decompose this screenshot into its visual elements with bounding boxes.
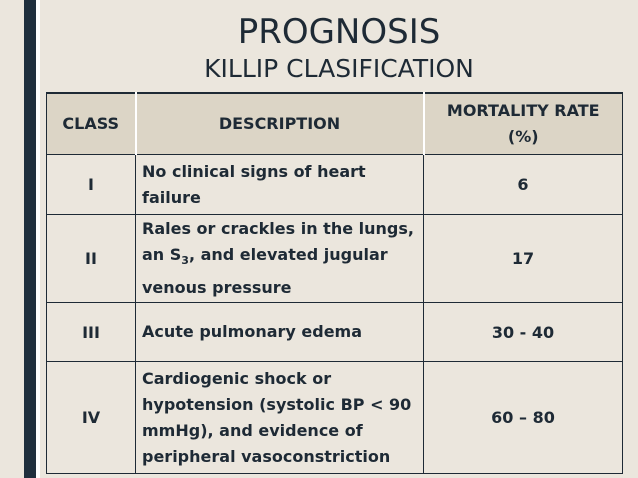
- slide-title: PROGNOSIS: [237, 12, 441, 52]
- accent-bar-highlight: [36, 0, 40, 478]
- mortality-cell: 6: [423, 154, 623, 215]
- subscript-text: 3: [181, 254, 189, 268]
- killip-table: CLASS DESCRIPTION MORTALITY RATE (%) I N…: [46, 92, 623, 474]
- header-description: DESCRIPTION: [135, 92, 425, 155]
- description-cell: No clinical signs of heart failure: [135, 154, 424, 215]
- description-cell: Acute pulmonary edema: [135, 302, 424, 362]
- accent-bar: [24, 0, 36, 478]
- description-cell: Rales or crackles in the lungs, an S3, a…: [135, 214, 424, 303]
- class-cell: II: [46, 214, 136, 303]
- table-row: II Rales or crackles in the lungs, an S3…: [46, 214, 623, 303]
- description-text: Rales or crackles in the lungs, an S: [142, 219, 414, 265]
- description-cell: Cardiogenic shock or hypotension (systol…: [135, 361, 424, 474]
- slide-subtitle: KILLIP CLASIFICATION: [204, 54, 474, 83]
- table-row: III Acute pulmonary edema 30 - 40: [46, 302, 623, 362]
- header-class: CLASS: [46, 92, 137, 155]
- mortality-cell: 60 – 80: [423, 361, 623, 474]
- class-cell: I: [46, 154, 136, 215]
- table-row: I No clinical signs of heart failure 6: [46, 154, 623, 215]
- class-cell: III: [46, 302, 136, 362]
- table-row: IV Cardiogenic shock or hypotension (sys…: [46, 361, 623, 474]
- class-cell: IV: [46, 361, 136, 474]
- mortality-cell: 30 - 40: [423, 302, 623, 362]
- mortality-cell: 17: [423, 214, 623, 303]
- table-header: CLASS DESCRIPTION MORTALITY RATE (%): [46, 92, 623, 155]
- header-mortality-rate: MORTALITY RATE (%): [423, 92, 623, 155]
- description-text-continued: , and elevated jugular venous pressure: [142, 245, 388, 297]
- header-row: CLASS DESCRIPTION MORTALITY RATE (%): [46, 92, 623, 155]
